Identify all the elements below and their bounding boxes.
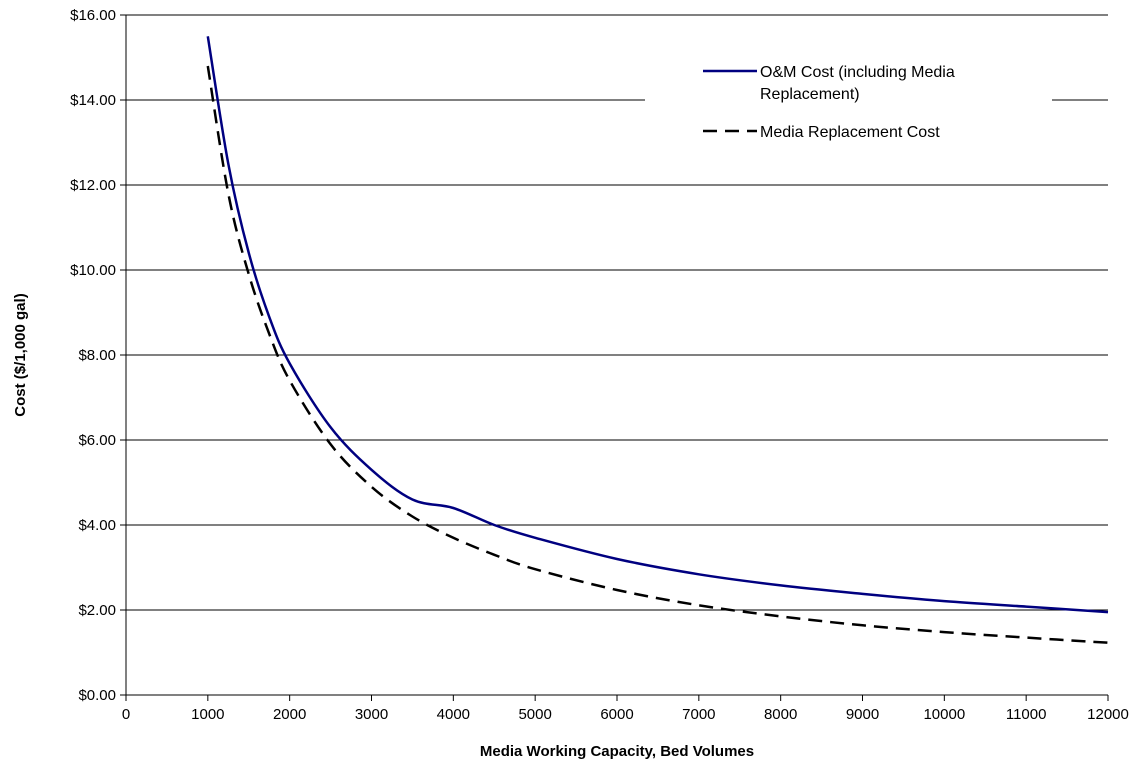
x-tick-label: 9000 bbox=[846, 706, 879, 723]
x-tick-label: 5000 bbox=[518, 706, 551, 723]
series-line-media-replacement-cost bbox=[206, 65, 1109, 644]
y-axis-title: Cost ($/1,000 gal) bbox=[12, 293, 29, 416]
gridlines bbox=[126, 14, 1108, 611]
y-tick-label: $12.00 bbox=[70, 177, 116, 194]
x-tick-label: 3000 bbox=[355, 706, 388, 723]
x-tick-label: 12000 bbox=[1087, 706, 1129, 723]
x-axis-title: Media Working Capacity, Bed Volumes bbox=[480, 743, 754, 760]
x-tick-label: 10000 bbox=[923, 706, 965, 723]
x-tick-label: 6000 bbox=[600, 706, 633, 723]
legend-label-line: O&M Cost (including Media bbox=[760, 64, 955, 81]
legend-label: O&M Cost (including Media Replacement) bbox=[760, 64, 955, 103]
y-tick-label: $6.00 bbox=[78, 432, 116, 449]
y-tick-label: $0.00 bbox=[78, 687, 116, 704]
axes: $0.00 $2.00 $4.00 $6.00 $8.00 $10.00 $12.00 $14… bbox=[70, 7, 1129, 723]
legend-label-line: Replacement) bbox=[760, 86, 860, 103]
y-tick-label: $14.00 bbox=[70, 92, 116, 109]
y-tick-label: $8.00 bbox=[78, 347, 116, 364]
y-tick-label: $4.00 bbox=[78, 517, 116, 534]
x-tick-label: 8000 bbox=[764, 706, 797, 723]
legend: O&M Cost (including Media Replacement) Med… bbox=[703, 64, 955, 141]
x-tick-label: 4000 bbox=[437, 706, 470, 723]
y-tick-label: $16.00 bbox=[70, 7, 116, 24]
legend-label: Media Replacement Cost bbox=[760, 124, 940, 141]
x-tick-label: 0 bbox=[122, 706, 130, 723]
x-tick-label: 2000 bbox=[273, 706, 306, 723]
x-tick-label: 11000 bbox=[1006, 706, 1047, 723]
y-tick-label: $10.00 bbox=[70, 262, 116, 279]
series-line-om-cost bbox=[206, 36, 1109, 614]
series-layer bbox=[206, 36, 1109, 644]
x-tick-label: 1000 bbox=[191, 706, 224, 723]
y-tick-label: $2.00 bbox=[78, 602, 116, 619]
x-tick-label: 7000 bbox=[682, 706, 715, 723]
